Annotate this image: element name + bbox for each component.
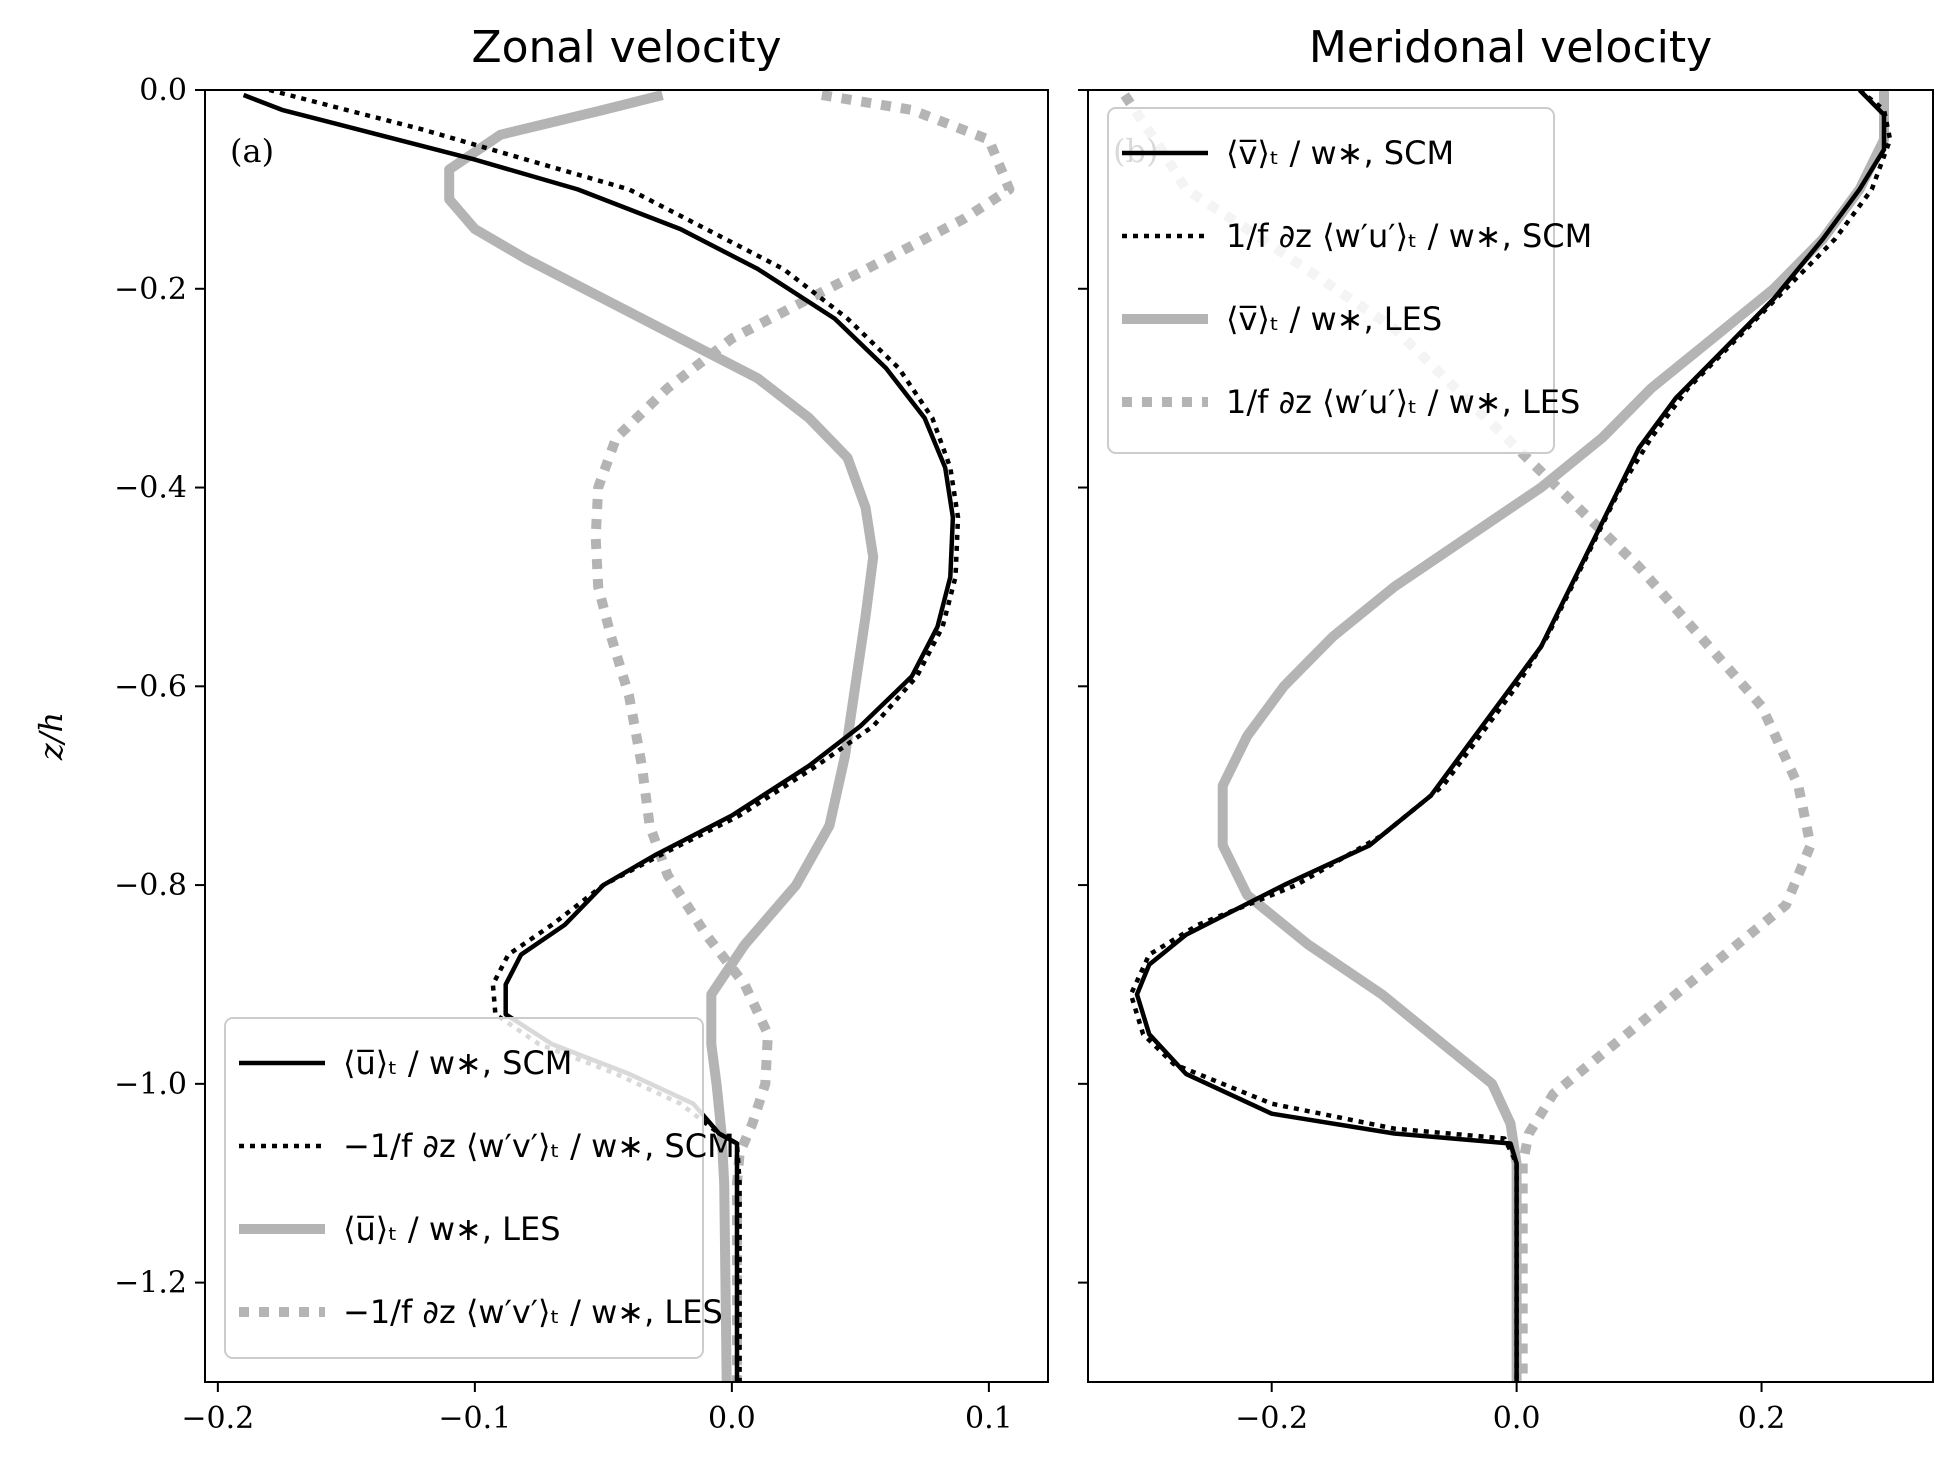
legend-entry-label: ⟨u̅⟩ₜ / w∗, SCM <box>343 1044 572 1082</box>
plot-frame <box>204 89 1049 1383</box>
series-line-2 <box>444 90 879 1382</box>
y-tick-label: −0.4 <box>114 471 187 506</box>
x-tick-label: −0.2 <box>1235 1401 1308 1436</box>
x-tick-label: 0.1 <box>965 1401 1013 1436</box>
x-tick-label: 0.0 <box>1493 1401 1541 1436</box>
y-tick-label: −1.0 <box>114 1067 187 1102</box>
x-tick-label: −0.2 <box>181 1401 254 1436</box>
legend-box <box>1107 107 1555 454</box>
legend: ⟨u̅⟩ₜ / w∗, SCM −1/f ∂z ⟨w′v′⟩ₜ / w∗, SCM… <box>224 1017 735 1359</box>
series-line-0 <box>1134 90 1887 1382</box>
x-tick-label: 0.2 <box>1738 1401 1786 1436</box>
legend-entry-label: −1/f ∂z ⟨w′v′⟩ₜ / w∗, SCM <box>343 1127 735 1165</box>
x-tick-label: −0.1 <box>438 1401 511 1436</box>
panel-title: Zonal velocity <box>471 22 781 73</box>
y-tick-label: −0.6 <box>114 669 187 704</box>
legend-entry-label: ⟨v̅⟩ₜ / w∗, LES <box>1226 300 1442 338</box>
y-tick-label: 0.0 <box>139 73 187 108</box>
y-tick-label: −0.8 <box>114 868 187 903</box>
x-tick-label: 0.0 <box>708 1401 756 1436</box>
y-tick-label: −1.2 <box>114 1266 187 1301</box>
y-tick-label: −0.2 <box>114 272 187 307</box>
legend-entry-label: 1/f ∂z ⟨w′u′⟩ₜ / w∗, LES <box>1226 383 1580 421</box>
panel-zonal: −0.2 −0.1 0.0 0.1 0.0 −0.2 −0.4 −0.6 −0.8 −1.0 −1.… <box>114 22 1049 1436</box>
y-axis-label: z/h <box>32 712 70 761</box>
plot-frame <box>1087 89 1934 1383</box>
legend-box <box>224 1017 704 1359</box>
legend-entry-label: −1/f ∂z ⟨w′v′⟩ₜ / w∗, LES <box>343 1293 723 1331</box>
legend-entry-label: 1/f ∂z ⟨w′u′⟩ₜ / w∗, SCM <box>1226 217 1592 255</box>
panel-title: Meridonal velocity <box>1309 22 1712 73</box>
legend-entry-label: ⟨u̅⟩ₜ / w∗, LES <box>343 1210 561 1248</box>
panel-label: (a) <box>230 132 274 170</box>
legend: ⟨v̅⟩ₜ / w∗, SCM 1/f ∂z ⟨w′u′⟩ₜ / w∗, SCM ⟨… <box>1107 107 1592 454</box>
series-line-2 <box>1217 90 1889 1382</box>
legend-entry-label: ⟨v̅⟩ₜ / w∗, SCM <box>1226 134 1454 172</box>
series-line-1 <box>1128 90 1893 1382</box>
